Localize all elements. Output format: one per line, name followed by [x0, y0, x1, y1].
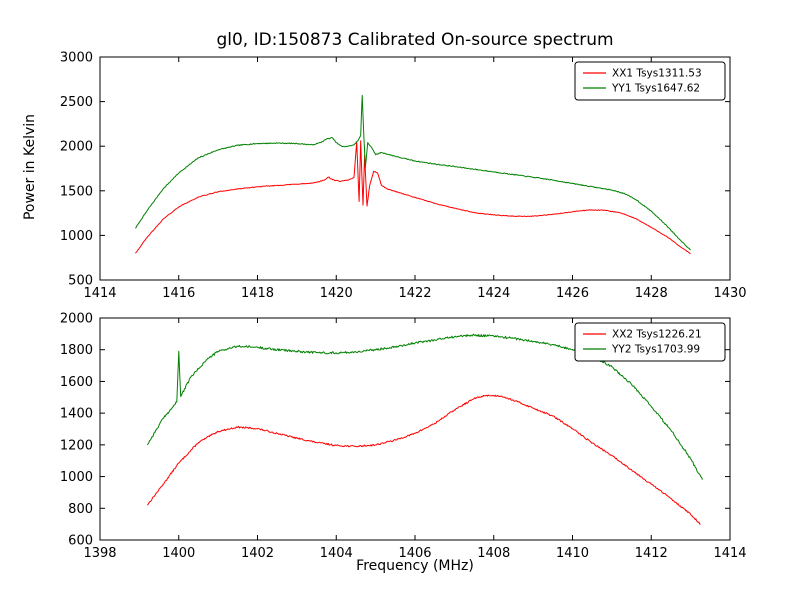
x-tick-label: 1406 [398, 546, 431, 561]
y-tick-label: 1600 [60, 375, 93, 390]
x-tick-label: 1412 [635, 546, 668, 561]
legend [574, 322, 726, 362]
x-tick-label: 1428 [635, 286, 668, 301]
y-tick-label: 3000 [60, 51, 93, 66]
x-tick-label: 1422 [398, 286, 431, 301]
legend-label: YY2 Tsys1703.99 [611, 344, 700, 356]
y-tick-label: 2000 [60, 140, 93, 155]
x-tick-label: 1424 [477, 286, 510, 301]
x-tick-label: 1410 [556, 546, 589, 561]
series-line-XX2 [146, 394, 701, 525]
x-tick-label: 1420 [320, 286, 353, 301]
x-tick-label: 1408 [477, 546, 510, 561]
y-tick-label: 1500 [60, 184, 93, 199]
x-tick-label: 1398 [83, 546, 116, 561]
legend-label: XX1 Tsys1311.53 [612, 68, 702, 80]
y-tick-label: 500 [68, 274, 93, 289]
y-tick-label: 2000 [60, 312, 93, 327]
y-tick-label: 1000 [60, 229, 93, 244]
series-group [135, 94, 691, 255]
x-tick-label: 1418 [241, 286, 274, 301]
x-tick-label: 1414 [83, 286, 116, 301]
legend-label: XX2 Tsys1226.21 [612, 329, 702, 341]
series-line-YY1 [135, 94, 691, 251]
y-tick-label: 1200 [60, 438, 93, 453]
x-axis-label: Frequency (MHz) [356, 558, 474, 574]
x-tick-label: 1430 [713, 286, 746, 301]
y-tick-label: 2500 [60, 95, 93, 110]
x-tick-label: 1414 [713, 546, 746, 561]
x-tick-label: 1400 [162, 546, 195, 561]
legend-label: YY1 Tsys1647.62 [611, 83, 700, 95]
legend [574, 61, 726, 101]
x-tick-label: 1426 [556, 286, 589, 301]
series-line-YY2 [146, 333, 703, 480]
x-tick-label: 1402 [241, 546, 274, 561]
series-line-XX1 [135, 140, 691, 255]
y-tick-label: 800 [68, 502, 93, 517]
y-axis-label: Power in Kelvin [22, 113, 38, 221]
series-group [146, 333, 703, 525]
y-tick-label: 600 [68, 534, 93, 549]
y-tick-label: 1000 [60, 470, 93, 485]
chart-title: gl0, ID:150873 Calibrated On-source spec… [216, 30, 614, 50]
y-tick-label: 1400 [60, 407, 93, 422]
y-tick-label: 1800 [60, 343, 93, 358]
x-tick-label: 1416 [162, 286, 195, 301]
x-tick-label: 1404 [320, 546, 353, 561]
